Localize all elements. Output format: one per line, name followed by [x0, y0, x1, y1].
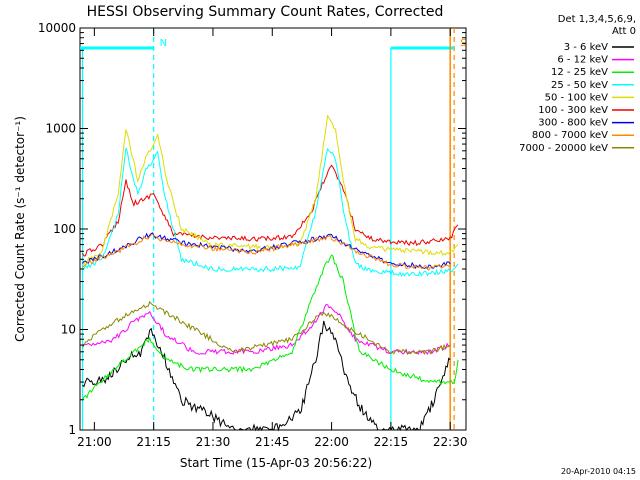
- series-line-8: [82, 300, 451, 356]
- x-tick-label: 22:00: [314, 435, 349, 449]
- x-axis-label: Start Time (15-Apr-03 20:56:22): [180, 456, 372, 470]
- y-tick-label: 10: [61, 323, 76, 337]
- series-line-0: [82, 164, 459, 257]
- legend-entry-label: 12 - 25 keV: [551, 67, 608, 78]
- legend-entry-label: 3 - 6 keV: [564, 42, 608, 53]
- series-line-7: [82, 234, 451, 272]
- chart-title: HESSI Observing Summary Count Rates, Cor…: [87, 4, 444, 20]
- x-tick-label: 21:15: [136, 435, 171, 449]
- y-tick-label: 100: [53, 222, 76, 236]
- legend-entry-label: 25 - 50 keV: [551, 80, 608, 91]
- series-line-2: [82, 147, 459, 278]
- y-axis-label: Corrected Count Rate (s⁻¹ detector⁻¹): [13, 116, 27, 342]
- series-line-1: [82, 114, 459, 266]
- generated-timestamp: 20-Apr-2010 04:15: [561, 467, 636, 476]
- legend-header: Att 0: [612, 26, 636, 37]
- legend-entry-label: 50 - 100 keV: [545, 92, 609, 103]
- y-tick-label: 1000: [45, 122, 76, 136]
- legend-entry-label: 800 - 7000 keV: [532, 130, 608, 141]
- legend-entry-label: 300 - 800 keV: [538, 118, 608, 129]
- x-tick-label: 21:00: [77, 435, 112, 449]
- axis-ticks: 21:00 21:15 21:30 21:45 22:00 22:15 22:30 1 10 10…: [38, 21, 468, 449]
- legend-header: Det 1,3,4,5,6,9,: [558, 14, 636, 25]
- y-tick-label: 10000: [38, 21, 76, 35]
- legend: Det 1,3,4,5,6,9,Att 0 3 - 6 keV 6 - 12 keV…: [519, 14, 636, 154]
- series-line-5: [82, 254, 459, 401]
- legend-entry-label: 7000 - 20000 keV: [519, 143, 608, 154]
- y-tick-label: 1: [68, 423, 76, 437]
- x-tick-label: 21:45: [255, 435, 290, 449]
- x-tick-label: 22:30: [433, 435, 468, 449]
- x-tick-label: 22:15: [374, 435, 409, 449]
- legend-entry-label: 100 - 300 keV: [538, 105, 608, 116]
- series-layer: [82, 114, 459, 432]
- legend-entry-label: 6 - 12 keV: [557, 55, 608, 66]
- flag-label: N: [160, 38, 167, 49]
- x-tick-label: 21:30: [196, 435, 231, 449]
- series-line-4: [82, 303, 451, 356]
